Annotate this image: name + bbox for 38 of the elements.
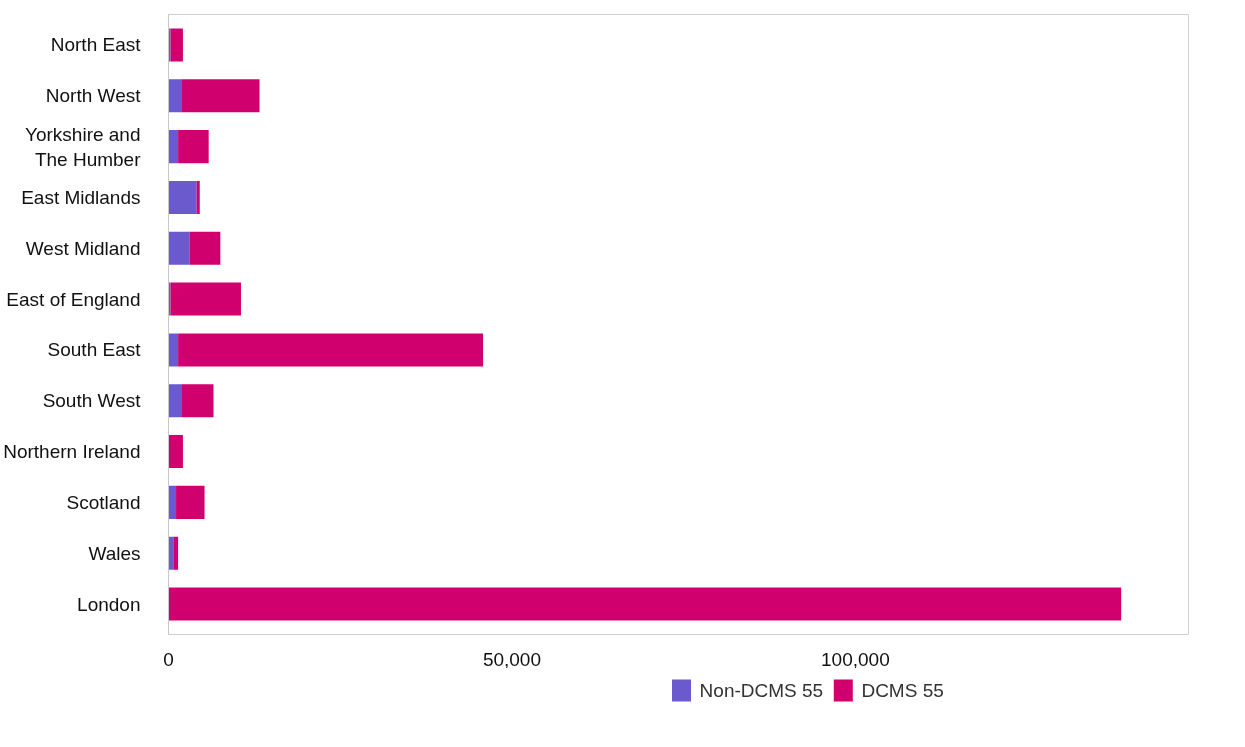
bar xyxy=(189,231,221,265)
bar xyxy=(168,485,177,519)
x-tick-label: 50,000 xyxy=(482,648,541,670)
bar xyxy=(173,536,179,570)
bar xyxy=(176,485,205,519)
legend-label: Non-DCMS 55 xyxy=(699,680,824,701)
legend-label: DCMS 55 xyxy=(861,680,944,701)
bar xyxy=(168,130,179,164)
bar xyxy=(196,180,200,214)
y-tick-label: Scotland xyxy=(66,491,141,513)
y-tick-label: North West xyxy=(45,85,142,107)
y-tick-label: London xyxy=(77,593,141,615)
y-tick-label: Yorkshire and The Humber xyxy=(25,123,142,170)
y-tick-label: West Midland xyxy=(25,237,141,259)
y-tick-label: Wales xyxy=(88,542,141,564)
y-tick-label: East Midlands xyxy=(21,186,141,208)
bar xyxy=(178,333,484,367)
bar xyxy=(181,384,214,418)
bar xyxy=(168,79,182,113)
bar xyxy=(168,435,183,469)
y-tick-label: South West xyxy=(42,390,142,412)
y-tick-label: Northern Ireland xyxy=(3,441,141,463)
bar xyxy=(168,587,1122,621)
bar xyxy=(178,130,209,164)
y-tick-label: East of England xyxy=(6,288,141,310)
y-tick-label: North East xyxy=(50,34,142,56)
bar xyxy=(170,282,241,316)
bar xyxy=(168,180,197,214)
bar xyxy=(170,28,183,62)
bar xyxy=(168,28,171,62)
x-tick-label: 0 xyxy=(163,648,174,670)
bar xyxy=(168,333,179,367)
bar xyxy=(168,231,190,265)
bar xyxy=(168,282,171,316)
y-tick-label: South East xyxy=(47,339,142,361)
x-tick-label: 100,000 xyxy=(821,648,890,670)
bar xyxy=(168,384,182,418)
bar xyxy=(181,79,260,113)
